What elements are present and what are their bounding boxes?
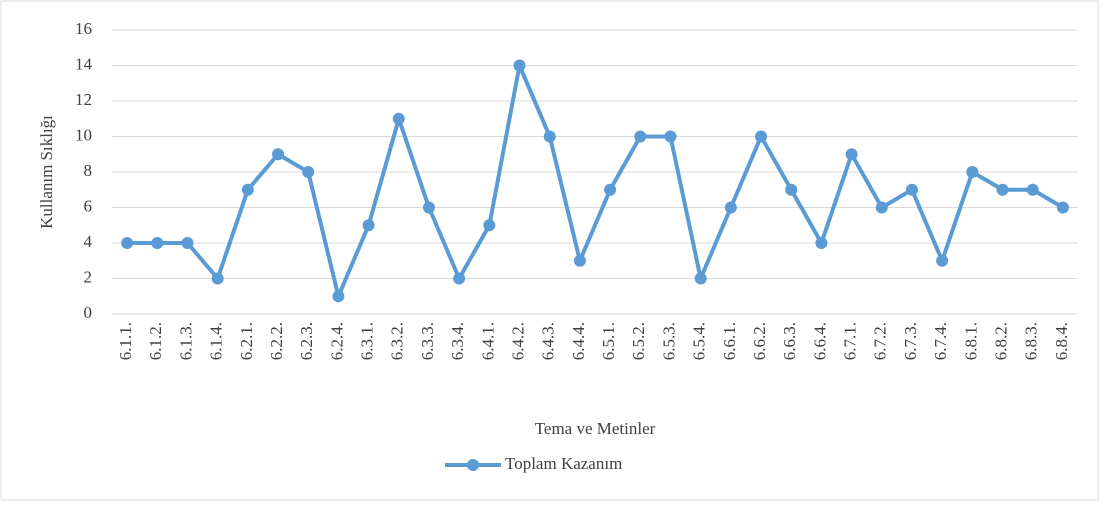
point bbox=[755, 130, 768, 143]
point bbox=[302, 166, 315, 178]
x-tick-label: 6.5.1. bbox=[599, 322, 618, 360]
point bbox=[604, 183, 617, 196]
point bbox=[966, 166, 979, 178]
point bbox=[272, 148, 285, 161]
x-tick-label: 6.8.3. bbox=[1022, 322, 1041, 360]
point bbox=[241, 183, 254, 196]
point bbox=[785, 183, 798, 196]
y-tick-label: 14 bbox=[75, 54, 93, 73]
x-tick-label: 6.3.1. bbox=[358, 322, 377, 360]
point bbox=[1056, 201, 1069, 214]
x-tick-label: 6.7.2. bbox=[871, 322, 890, 360]
y-tick-label: 6 bbox=[84, 196, 93, 215]
point bbox=[513, 59, 526, 72]
x-tick-label: 6.7.3. bbox=[901, 322, 920, 360]
x-tick-label: 6.3.4. bbox=[448, 322, 467, 360]
legend-label: Toplam Kazanım bbox=[505, 454, 622, 473]
x-tick-label: 6.6.2. bbox=[750, 322, 769, 360]
y-tick-label: 16 bbox=[75, 19, 92, 38]
x-tick-label: 6.8.2. bbox=[991, 322, 1010, 360]
x-tick-label: 6.6.1. bbox=[720, 322, 739, 360]
x-tick-label: 6.2.1. bbox=[237, 322, 256, 360]
x-tick-label: 6.7.4. bbox=[931, 322, 950, 360]
point bbox=[483, 219, 496, 232]
point bbox=[664, 130, 677, 143]
point bbox=[422, 201, 435, 214]
x-tick-label: 6.6.3. bbox=[780, 322, 799, 360]
y-tick-label: 8 bbox=[84, 161, 93, 180]
point bbox=[936, 254, 949, 267]
point bbox=[905, 183, 918, 196]
point bbox=[573, 254, 586, 267]
x-tick-label: 6.2.2. bbox=[267, 322, 286, 360]
point bbox=[875, 201, 888, 214]
legend-marker bbox=[467, 459, 479, 471]
point bbox=[181, 237, 194, 249]
y-axis-title: Kullanım Sıklığı bbox=[37, 115, 56, 229]
y-tick-label: 0 bbox=[84, 303, 93, 322]
point bbox=[211, 272, 224, 285]
x-tick-label: 6.2.4. bbox=[327, 322, 346, 360]
x-tick-label: 6.8.1. bbox=[961, 322, 980, 360]
x-tick-label: 6.3.3. bbox=[418, 322, 437, 360]
x-tick-label: 6.4.3. bbox=[539, 322, 558, 360]
point bbox=[121, 237, 134, 249]
x-tick-label: 6.8.4. bbox=[1052, 322, 1071, 360]
point bbox=[362, 219, 375, 232]
x-tick-label: 6.4.1. bbox=[478, 322, 497, 360]
x-tick-label: 6.5.3. bbox=[659, 322, 678, 360]
y-tick-label: 10 bbox=[75, 125, 92, 144]
y-tick-label: 2 bbox=[84, 267, 93, 286]
x-tick-label: 6.4.4. bbox=[569, 322, 588, 360]
x-axis-title: Tema ve Metinler bbox=[535, 419, 656, 438]
point bbox=[845, 148, 858, 161]
point bbox=[724, 201, 737, 214]
x-tick-label: 6.5.4. bbox=[690, 322, 709, 360]
point bbox=[694, 272, 707, 285]
x-tick-label: 6.1.2. bbox=[146, 322, 165, 360]
point bbox=[151, 237, 164, 249]
x-tick-label: 6.1.4. bbox=[207, 322, 226, 360]
point bbox=[634, 130, 647, 143]
x-tick-label: 6.1.3. bbox=[176, 322, 195, 360]
x-tick-label: 6.5.2. bbox=[629, 322, 648, 360]
x-tick-label: 6.2.3. bbox=[297, 322, 316, 360]
y-tick-label: 4 bbox=[84, 232, 93, 251]
point bbox=[996, 183, 1009, 196]
y-tick-label: 12 bbox=[75, 90, 92, 109]
point bbox=[392, 112, 405, 125]
point bbox=[1026, 183, 1039, 196]
x-tick-label: 6.7.1. bbox=[841, 322, 860, 360]
x-tick-label: 6.3.2. bbox=[388, 322, 407, 360]
x-tick-label: 6.6.4. bbox=[810, 322, 829, 360]
point bbox=[543, 130, 556, 143]
x-tick-label: 6.4.2. bbox=[508, 322, 527, 360]
point bbox=[453, 272, 466, 285]
point bbox=[815, 237, 828, 249]
point bbox=[332, 290, 345, 303]
x-tick-label: 6.1.1. bbox=[116, 322, 135, 360]
